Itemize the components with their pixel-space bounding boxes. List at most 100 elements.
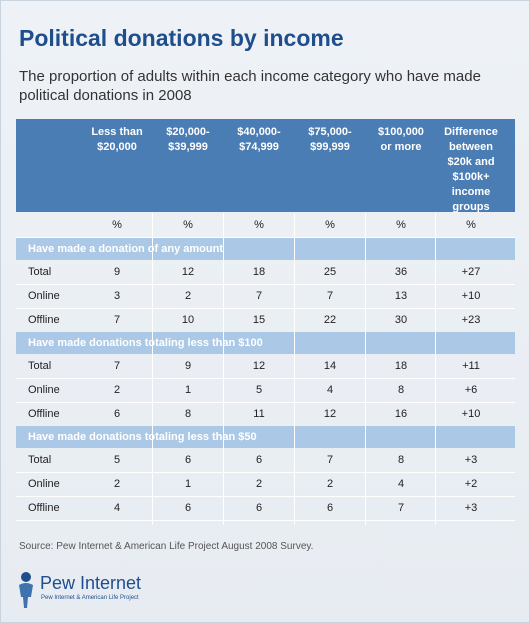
table-cell: 12 <box>323 408 337 420</box>
table-cell: 1 <box>184 478 192 490</box>
pew-internet-logo: Pew Internet Pew Internet & American Lif… <box>15 571 175 613</box>
table-cell: 9 <box>113 266 121 278</box>
table-cell: 30 <box>394 314 408 326</box>
pew-figure-icon <box>19 572 33 608</box>
table-cell: 22 <box>323 314 337 326</box>
row-label: Offline <box>28 502 60 514</box>
table-cell: % <box>112 219 122 231</box>
table-cell: +3 <box>464 502 478 514</box>
table-cell: % <box>254 219 264 231</box>
row-label: Total <box>28 266 52 278</box>
table-cell: 10 <box>181 314 195 326</box>
column-divider <box>152 213 153 525</box>
table-cell: 1 <box>184 384 192 396</box>
table-cell: 7 <box>397 502 405 514</box>
logo-tagline: Pew Internet & American Life Project <box>41 595 139 601</box>
table-cell: 16 <box>394 408 408 420</box>
row-label: Offline <box>28 408 60 420</box>
table-cell: 15 <box>252 314 266 326</box>
table-cell: +11 <box>462 360 480 372</box>
row-label: Total <box>28 454 52 466</box>
table-cell: 14 <box>323 360 337 372</box>
table-cell: 7 <box>113 314 121 326</box>
table-cell: 2 <box>255 478 263 490</box>
table-cell: 7 <box>255 290 263 302</box>
section-header: Have made donations totaling less than $… <box>16 332 515 354</box>
row-label: Online <box>28 290 60 302</box>
table-cell: +10 <box>461 290 481 302</box>
table-cell: 12 <box>181 266 195 278</box>
column-header-4: $75,000- $99,999 <box>308 126 352 153</box>
row-label: Online <box>28 384 60 396</box>
table-cell: +6 <box>464 384 478 396</box>
table-cell: +2 <box>464 478 478 490</box>
table-cell: 6 <box>113 408 121 420</box>
column-header-5: $100,000 or more <box>378 126 424 153</box>
table-cell: 12 <box>252 360 266 372</box>
section-header: Have made a donation of any amount <box>16 238 515 260</box>
table-row: Offline 6 8 11 12 16 +10 <box>16 402 515 427</box>
table-cell: 7 <box>326 454 334 466</box>
units-row: %%%%%% <box>16 213 515 238</box>
table-cell: 9 <box>184 360 192 372</box>
table-row: Total 7 9 12 14 18 +11 <box>16 354 515 379</box>
table-cell: 6 <box>184 502 192 514</box>
chart-subtitle: The proportion of adults within each inc… <box>19 68 481 104</box>
table-cell: 2 <box>184 290 192 302</box>
table-cell: 7 <box>113 360 121 372</box>
table-cell: 6 <box>184 454 192 466</box>
logo-name: Pew Internet <box>40 573 142 593</box>
table-cell: % <box>325 219 335 231</box>
table-cell: 2 <box>113 384 121 396</box>
column-divider <box>223 213 224 525</box>
row-label: Online <box>28 478 60 490</box>
column-header-1: Less than $20,000 <box>91 126 143 153</box>
table-row: Online 2 1 2 2 4 +2 <box>16 472 515 497</box>
column-header-3: $40,000- $74,999 <box>237 126 281 153</box>
table-cell: 2 <box>113 478 121 490</box>
table-cell: 5 <box>113 454 121 466</box>
table-row: Total 9 12 18 25 36 +27 <box>16 260 515 285</box>
table-cell: 8 <box>397 384 405 396</box>
table-cell: 6 <box>326 502 334 514</box>
column-divider <box>294 213 295 525</box>
table-cell: 36 <box>394 266 408 278</box>
table-cell: +23 <box>461 314 481 326</box>
table-cell: 6 <box>255 502 263 514</box>
table-cell: +27 <box>461 266 481 278</box>
table-cell: % <box>466 219 476 231</box>
table-cell: 4 <box>397 478 405 490</box>
table-cell: 7 <box>326 290 334 302</box>
chart-title: Political donations by income <box>19 25 344 51</box>
table-row: Total 5 6 6 7 8 +3 <box>16 448 515 473</box>
table-cell: 4 <box>113 502 121 514</box>
table-cell: +10 <box>461 408 481 420</box>
table-cell: 8 <box>397 454 405 466</box>
table-cell: % <box>183 219 193 231</box>
table-cell: +3 <box>464 454 478 466</box>
table-cell: 11 <box>253 408 265 420</box>
table-cell: 6 <box>255 454 263 466</box>
table-cell: 2 <box>326 478 334 490</box>
row-label: Offline <box>28 314 60 326</box>
table-cell: 8 <box>184 408 192 420</box>
table-cell: 18 <box>252 266 266 278</box>
section-header: Have made donations totaling less than $… <box>16 426 515 448</box>
row-label: Total <box>28 360 52 372</box>
table-cell: 13 <box>394 290 408 302</box>
table-cell: 3 <box>113 290 121 302</box>
table-cell: 18 <box>394 360 408 372</box>
column-divider <box>365 213 366 525</box>
source-note: Source: Pew Internet & American Life Pro… <box>19 541 314 552</box>
column-header-2: $20,000- $39,999 <box>166 126 210 153</box>
table-cell: % <box>396 219 406 231</box>
table-cell: 4 <box>326 384 334 396</box>
column-divider <box>435 213 436 525</box>
column-header-6: Difference between $20k and $100k+ incom… <box>444 126 498 213</box>
table-cell: 25 <box>323 266 337 278</box>
table-row: Online 3 2 7 7 13 +10 <box>16 284 515 309</box>
table-row: Online 2 1 5 4 8 +6 <box>16 378 515 403</box>
table-header: Less than $20,000 $20,000- $39,999 $40,000… <box>16 119 515 213</box>
table-row: Offline 7 10 15 22 30 +23 <box>16 308 515 333</box>
